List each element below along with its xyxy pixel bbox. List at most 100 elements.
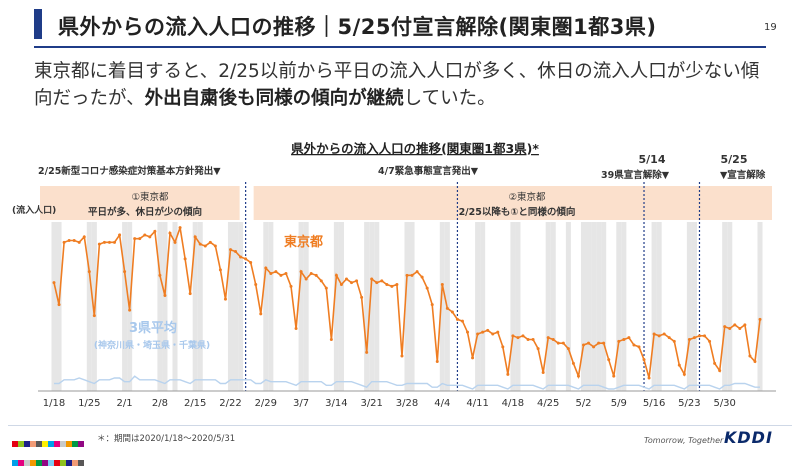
tokyo-point xyxy=(526,338,530,341)
phase1-note-line2: 平日が多、休日が少の傾向 xyxy=(88,206,202,218)
x-tick-label: 2/1 xyxy=(117,398,133,409)
tokyo-point xyxy=(284,272,288,275)
tokyo-point xyxy=(153,229,157,233)
tokyo-point xyxy=(113,240,117,244)
holiday-shade xyxy=(515,222,521,391)
holiday-shade xyxy=(86,222,92,391)
x-tick-label: 2/22 xyxy=(219,398,241,409)
tokyo-point xyxy=(188,292,192,296)
tokyo-point xyxy=(546,336,550,340)
tokyo-point xyxy=(309,272,313,275)
tokyo-point xyxy=(440,283,444,286)
tokyo-point xyxy=(138,237,142,241)
holiday-shade xyxy=(596,222,602,391)
tokyo-point xyxy=(223,297,227,301)
holiday-shade xyxy=(565,222,571,391)
tokyo-point xyxy=(218,268,222,272)
tokyo-point xyxy=(77,240,81,244)
phase-bands xyxy=(40,186,773,220)
holiday-shade xyxy=(227,222,234,391)
tokyo-point xyxy=(728,327,732,330)
tokyo-point xyxy=(561,341,565,345)
tokyo-point xyxy=(576,374,580,378)
holiday-shade xyxy=(338,222,344,391)
tokyo-point xyxy=(259,312,263,316)
holiday-shade xyxy=(621,222,627,391)
holiday-shade xyxy=(586,222,592,391)
tokyo-point xyxy=(435,360,439,363)
series-label-tokyo: 東京都 xyxy=(284,234,323,250)
series-note-avg: (神奈川県・埼玉県・千葉県) xyxy=(94,339,210,351)
tokyo-point xyxy=(672,339,676,343)
holiday-shade xyxy=(303,222,309,391)
holiday-shade xyxy=(333,222,339,391)
x-tick-label: 4/11 xyxy=(466,398,488,409)
tokyo-point xyxy=(269,272,273,275)
tokyo-point xyxy=(97,242,101,246)
tokyo-point xyxy=(592,345,596,349)
tokyo-point xyxy=(102,240,106,244)
x-tick-label: 3/7 xyxy=(293,398,309,409)
tokyo-point xyxy=(748,354,752,358)
holiday-shade xyxy=(591,222,597,391)
tokyo-point xyxy=(687,338,691,341)
x-tick-label: 2/29 xyxy=(255,398,277,409)
tokyo-point xyxy=(501,345,505,349)
tokyo-point xyxy=(597,341,601,345)
tokyo-point xyxy=(496,330,500,334)
tokyo-point xyxy=(72,239,76,242)
tokyo-point xyxy=(420,275,424,279)
holiday-shade xyxy=(192,222,198,391)
tokyo-point xyxy=(471,356,475,360)
tokyo-point xyxy=(178,226,182,230)
holiday-shade xyxy=(122,222,128,391)
tokyo-point xyxy=(249,261,253,264)
tokyo-point xyxy=(612,374,616,378)
footer-tagline: Tomorrow, Together xyxy=(644,436,724,445)
tokyo-point xyxy=(506,372,510,376)
holiday-shade xyxy=(616,222,622,391)
tokyo-point xyxy=(662,332,666,336)
event-label-5-14: 39県宣言解除▼ xyxy=(601,169,670,181)
holiday-shading-layer xyxy=(51,222,763,391)
tokyo-point xyxy=(92,314,96,318)
tokyo-point xyxy=(415,270,419,274)
y-axis-label: (流入人口) xyxy=(12,204,56,216)
tokyo-point xyxy=(450,310,454,314)
tokyo-point xyxy=(405,273,409,277)
tokyo-point xyxy=(531,338,535,341)
holiday-shade xyxy=(656,222,662,391)
slide-title: 県外からの流入人口の推移｜5/25付宣言解除(関東圏1都3県) xyxy=(58,15,657,39)
x-tick-label: 3/21 xyxy=(360,398,382,409)
tokyo-point xyxy=(370,277,374,281)
tokyo-point xyxy=(445,306,449,310)
tokyo-point xyxy=(264,266,268,270)
lead-text-bold: 外出自粛後も同様の傾向が継続 xyxy=(144,88,404,109)
tokyo-point xyxy=(213,244,217,248)
lead-text-part1: 東京都に着目すると、2/25以前から平日の流入人口が多く、休日の流入人口が少ない… xyxy=(34,61,760,109)
tokyo-point xyxy=(460,319,464,323)
chart-title: 県外からの流入人口の推移(関東圏1都3県)* xyxy=(291,141,539,156)
x-tick-label: 2/15 xyxy=(184,398,206,409)
holiday-shade xyxy=(601,222,607,391)
tokyo-point xyxy=(133,237,137,241)
inflow-population-chart: 1/18 1/25 2/1 2/8 2/15 2/22 2/29 3/7 3/14 3/21 3/2… xyxy=(12,141,776,409)
tokyo-point xyxy=(667,336,671,340)
tokyo-point xyxy=(294,327,298,330)
tokyo-point xyxy=(400,354,404,358)
x-tick-label: 5/2 xyxy=(575,398,591,409)
tokyo-point xyxy=(344,277,348,281)
tokyo-point xyxy=(637,345,641,349)
tokyo-point xyxy=(481,330,485,334)
tokyo-point xyxy=(692,336,696,340)
tokyo-point xyxy=(355,279,359,283)
kddi-logo: KDDI xyxy=(724,428,773,447)
holiday-shade xyxy=(238,222,244,391)
tokyo-point xyxy=(254,283,258,286)
tokyo-point xyxy=(329,338,333,341)
tokyo-point xyxy=(304,277,308,281)
holiday-shade xyxy=(364,222,370,391)
tokyo-point xyxy=(556,341,560,345)
tokyo-point xyxy=(541,371,545,374)
tokyo-point xyxy=(511,334,515,338)
